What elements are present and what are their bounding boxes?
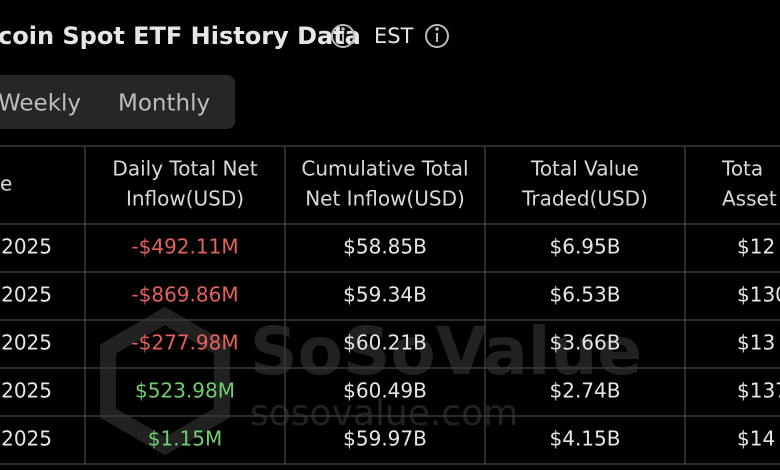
table-cell: $6.95B xyxy=(550,235,621,259)
column-header: Traded(USD) xyxy=(521,187,648,211)
column-header: e xyxy=(0,172,12,196)
tab-group xyxy=(0,75,235,129)
table-cell: -$277.98M xyxy=(131,331,238,355)
timezone[interactable]: EST xyxy=(374,24,414,48)
table-cell: 2025 xyxy=(1,379,52,403)
table-cell: $3.66B xyxy=(550,331,621,355)
watermark-url: sosovalue.com xyxy=(250,393,518,434)
tab[interactable]: Weekly xyxy=(0,91,81,117)
watermark: SoSoValue sosovalue.com xyxy=(100,306,642,456)
info-icon[interactable] xyxy=(425,24,449,48)
column-header: Cumulative Total xyxy=(301,157,468,181)
tab[interactable]: Monthly xyxy=(118,91,210,117)
table-cell: 2025 xyxy=(1,283,52,307)
table-cell: 2025 xyxy=(1,427,52,451)
table-cell: -$492.11M xyxy=(131,235,238,259)
table-cell: $58.85B xyxy=(343,235,427,259)
column-header: Total Value xyxy=(530,157,639,181)
table-cell: $60.21B xyxy=(343,331,427,355)
table-cell: $1.15M xyxy=(148,427,223,451)
column-header: Net Inflow(USD) xyxy=(305,187,465,211)
table-cell: $4.15B xyxy=(550,427,621,451)
column-header: Inflow(USD) xyxy=(126,187,244,211)
table-cell: $14 xyxy=(737,427,775,451)
table-cell: $13 xyxy=(737,331,775,355)
table-cell: $2.74B xyxy=(550,379,621,403)
table-cell: $6.53B xyxy=(550,283,621,307)
table-cell: $60.49B xyxy=(343,379,427,403)
table-cell: $59.34B xyxy=(343,283,427,307)
page-title: coin Spot ETF History Data xyxy=(0,22,361,50)
column-header: Daily Total Net xyxy=(112,157,257,181)
info-icon[interactable] xyxy=(331,24,355,48)
column-header: Asset xyxy=(722,187,777,211)
watermark-brand: SoSoValue xyxy=(250,313,642,390)
column-header: Tota xyxy=(721,157,763,181)
table-cell: $12 xyxy=(737,235,775,259)
table-cell: -$869.86M xyxy=(131,283,238,307)
table: e Daily Total Net Inflow(USD) Cumulative To… xyxy=(0,145,780,465)
table-cell: $130 xyxy=(737,283,780,307)
table-cell: $137 xyxy=(737,379,780,403)
table-cell: 2025 xyxy=(1,331,52,355)
table-cell: 2025 xyxy=(1,235,52,259)
table-cell: $59.97B xyxy=(343,427,427,451)
table-cell: $523.98M xyxy=(135,379,235,403)
